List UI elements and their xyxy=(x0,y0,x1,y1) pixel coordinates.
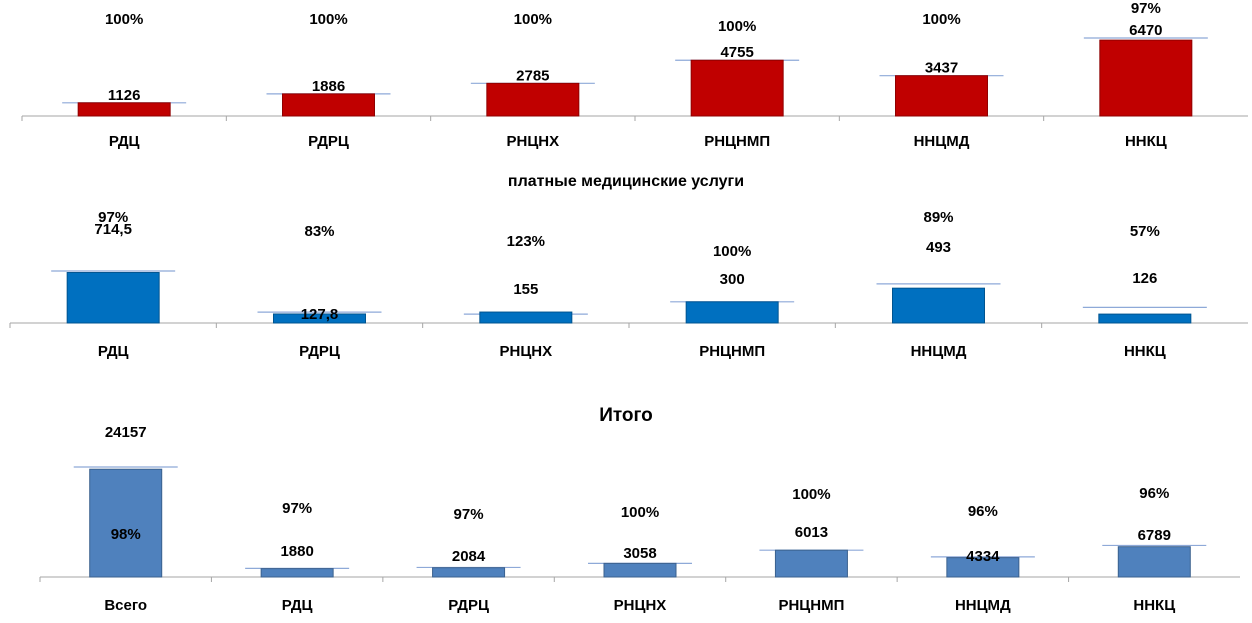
x-tick-label: РДРЦ xyxy=(299,343,340,360)
percent-label: 89% xyxy=(923,209,953,226)
percent-label: 96% xyxy=(968,503,998,520)
percent-label: 100% xyxy=(792,486,830,503)
x-tick-label: ННЦМД xyxy=(914,133,970,150)
value-label: 3058 xyxy=(623,545,656,562)
value-label: 300 xyxy=(720,271,745,288)
percent-label: 100% xyxy=(621,504,659,521)
value-label: 4334 xyxy=(966,548,1000,565)
bar xyxy=(432,567,506,578)
value-label: 126 xyxy=(1132,270,1157,287)
bar xyxy=(89,468,163,578)
percent-label: 123% xyxy=(507,233,545,250)
percent-label: 100% xyxy=(713,243,751,260)
value-label: 2785 xyxy=(516,67,549,84)
x-tick-label: РНЦНМП xyxy=(704,133,770,150)
chart-title: платные медицинские услуги xyxy=(508,173,744,190)
percent-label: 98% xyxy=(111,526,141,543)
x-tick-label: РДРЦ xyxy=(308,133,349,150)
bar xyxy=(685,301,779,324)
bar xyxy=(66,272,160,324)
bar xyxy=(260,568,334,578)
percent-label: 100% xyxy=(309,11,347,28)
bar xyxy=(895,75,988,117)
bar xyxy=(273,313,366,324)
value-label: 24157 xyxy=(105,424,147,441)
x-tick-label: ННКЦ xyxy=(1124,343,1166,360)
value-label: 127,8 xyxy=(301,306,339,323)
percent-label: 97% xyxy=(98,209,128,226)
x-tick-label: ННКЦ xyxy=(1125,133,1167,150)
x-tick-label: РДЦ xyxy=(98,343,129,360)
percent-label: 100% xyxy=(718,18,756,35)
bar xyxy=(774,549,848,578)
percent-label: 97% xyxy=(282,500,312,517)
x-tick-label: РНЦНМП xyxy=(778,597,844,614)
value-label: 1880 xyxy=(280,543,313,560)
x-tick-label: РНЦНМП xyxy=(699,343,765,360)
value-label: 4755 xyxy=(720,44,753,61)
x-tick-label: ННЦМД xyxy=(955,597,1011,614)
value-label: 1886 xyxy=(312,78,345,95)
x-tick-label: ННКЦ xyxy=(1133,597,1175,614)
bar xyxy=(282,93,375,117)
x-tick-label: РНЦНХ xyxy=(500,343,553,360)
bar xyxy=(486,82,580,117)
bar xyxy=(892,287,985,324)
chart-title: Итого xyxy=(599,405,653,426)
bar xyxy=(479,311,573,324)
bar xyxy=(603,562,677,578)
value-label: 3437 xyxy=(925,60,958,77)
value-label: 493 xyxy=(926,239,951,256)
percent-label: 100% xyxy=(105,11,143,28)
x-tick-label: Всего xyxy=(104,597,147,614)
percent-label: 97% xyxy=(1131,0,1161,17)
bar xyxy=(946,557,1020,578)
value-label: 2084 xyxy=(452,548,486,565)
x-tick-label: РНЦНХ xyxy=(507,133,560,150)
bar xyxy=(77,102,171,117)
x-tick-label: РНЦНХ xyxy=(614,597,667,614)
x-tick-label: РДЦ xyxy=(282,597,313,614)
x-tick-label: РДРЦ xyxy=(448,597,489,614)
x-tick-label: РДЦ xyxy=(109,133,140,150)
x-tick-label: ННЦМД xyxy=(911,343,967,360)
value-label: 6470 xyxy=(1129,22,1162,39)
percent-label: 83% xyxy=(304,223,334,240)
value-label: 1126 xyxy=(108,87,141,104)
bar xyxy=(1117,546,1191,578)
bar xyxy=(690,59,784,117)
bar xyxy=(1098,313,1192,324)
percent-label: 97% xyxy=(454,506,484,523)
percent-label: 100% xyxy=(514,11,552,28)
percent-label: 57% xyxy=(1130,223,1160,240)
value-label: 6789 xyxy=(1138,527,1171,544)
value-label: 714,5 xyxy=(94,221,132,238)
value-label: 6013 xyxy=(795,524,828,541)
percent-label: 96% xyxy=(1139,485,1169,502)
bar xyxy=(1099,39,1193,117)
percent-label: 100% xyxy=(922,11,960,28)
value-label: 155 xyxy=(513,281,538,298)
